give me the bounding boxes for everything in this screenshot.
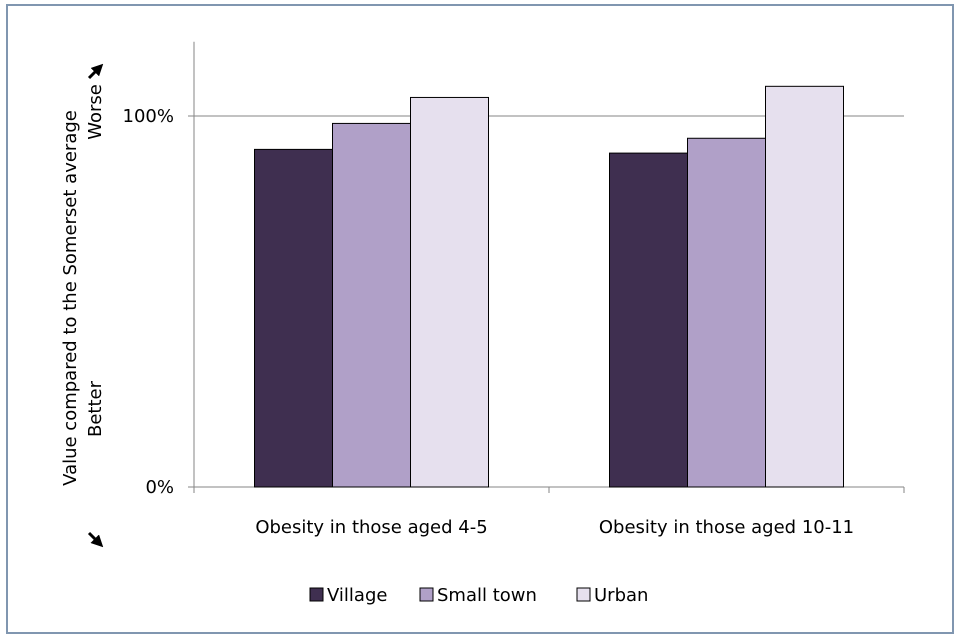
legend-label: Urban <box>594 585 648 606</box>
x-tick-label: Obesity in those aged 10-11 <box>599 517 854 538</box>
bar-urban <box>410 96 489 488</box>
x-tick-label: Obesity in those aged 4-5 <box>255 517 487 538</box>
bar-small-town <box>687 137 766 488</box>
legend-swatch <box>309 587 324 602</box>
legend-swatch <box>576 587 591 602</box>
worse-arrow-icon <box>87 63 104 80</box>
y-tick-label: 0% <box>145 477 174 498</box>
bar-small-town <box>332 122 411 488</box>
bar-village <box>254 148 333 488</box>
axis-labels: 0% 100% Obesity in those aged 4-5 Obesity i… <box>123 106 855 538</box>
better-label: Better <box>85 380 106 437</box>
y-axis-title-group: Value compared to the Somerset average W… <box>60 63 106 548</box>
better-arrow-icon <box>87 531 104 548</box>
chart-frame: 0% 100% Obesity in those aged 4-5 Obesity i… <box>6 4 954 634</box>
legend-swatch <box>419 587 434 602</box>
legend-label: Village <box>327 585 387 606</box>
y-axis-title: Value compared to the Somerset average <box>60 110 81 486</box>
y-tick-label: 100% <box>123 106 174 127</box>
bar-urban <box>765 85 844 488</box>
worse-label: Worse <box>85 84 106 140</box>
bars <box>254 85 844 488</box>
bar-village <box>609 152 688 488</box>
bar-chart: 0% 100% Obesity in those aged 4-5 Obesity i… <box>60 41 905 606</box>
legend-label: Small town <box>437 585 537 606</box>
legend: Village Small town Urban <box>309 585 648 606</box>
